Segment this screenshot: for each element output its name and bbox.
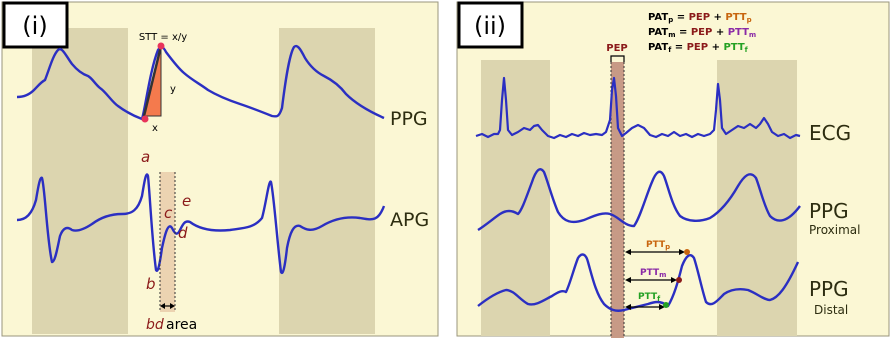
pttf-label: PTTf: [638, 292, 661, 303]
bd-area-band: [160, 172, 175, 312]
bd-arrow-right-head: [170, 303, 175, 309]
panel-i-shade-right: [279, 28, 375, 334]
pep-bracket: [610, 55, 625, 62]
panel-i-tag: (i): [22, 12, 47, 40]
pttp-arrow-right-head: [679, 249, 685, 255]
stt-formula: STT = x/y: [139, 32, 187, 43]
point-e-label: e: [182, 192, 191, 210]
pttf-marker: [663, 302, 669, 308]
panel-ii: PEP (ii) PATp = PEP + PTTp PATm = PEP + …: [456, 1, 890, 338]
pttf-arrow-left-head: [625, 304, 631, 310]
pep-band: [611, 62, 624, 338]
peak-marker: [157, 42, 165, 50]
panel-i-shade-left: [32, 28, 128, 334]
x-label: x: [152, 123, 158, 134]
ecg-label: ECG: [809, 121, 851, 145]
ppg-waveform: [16, 44, 385, 121]
pttf-arrow-right-head: [659, 304, 665, 310]
pttm-label: PTTm: [640, 268, 666, 279]
stt-hypotenuse: [142, 45, 163, 117]
point-d-label: d: [178, 224, 188, 242]
point-b-label: b: [146, 275, 156, 293]
pep-label: PEP: [606, 43, 628, 54]
distal-label: Distal: [814, 303, 848, 317]
pttp-label: PTTp: [646, 240, 670, 251]
panel-ii-tag-box: [457, 1, 524, 49]
ppg-proximal-label: PPG: [809, 199, 849, 223]
panel-i: (i) STT = x/y y x PPG a b c d e bd area …: [1, 1, 439, 337]
bd-label: bd: [146, 317, 164, 333]
pttp-arrow-left-head: [625, 249, 631, 255]
point-c-label: c: [164, 204, 173, 222]
ecg-waveform: [475, 76, 801, 140]
y-label: y: [170, 84, 176, 95]
ppg-label: PPG: [390, 108, 428, 130]
proximal-label: Proximal: [809, 223, 860, 237]
foot-marker: [141, 115, 149, 123]
formula-pat-f: PATf = PEP + PTTf: [648, 42, 749, 54]
panel-ii-shade-left: [481, 60, 550, 336]
formula-pat-p: PATp = PEP + PTTp: [648, 12, 752, 24]
panel-i-tag-box: [2, 1, 69, 49]
pttm-arrow-right-head: [671, 277, 677, 283]
point-a-label: a: [141, 148, 150, 166]
panel-ii-tag: (ii): [474, 12, 506, 40]
pttp-marker: [684, 249, 690, 255]
formula-pat-m: PATm = PEP + PTTm: [648, 27, 756, 39]
ppg-distal-label: PPG: [809, 277, 849, 301]
ppg-proximal-waveform: [477, 168, 801, 232]
apg-waveform: [16, 173, 386, 275]
bd-arrow-left-head: [160, 303, 165, 309]
pttm-arrow-left-head: [625, 277, 631, 283]
pttm-marker: [676, 277, 682, 283]
area-label: area: [166, 317, 197, 333]
apg-label: APG: [390, 209, 429, 231]
